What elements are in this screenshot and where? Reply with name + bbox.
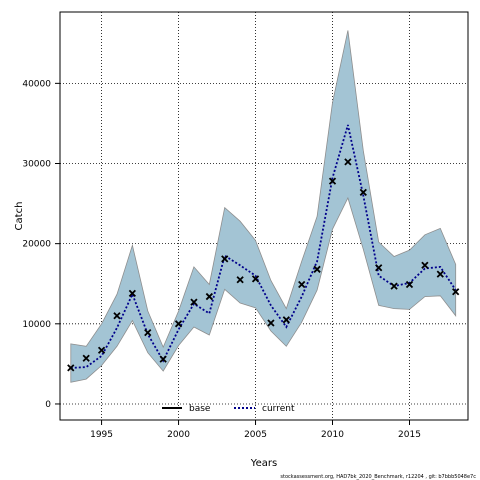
x-tick-label: 2005 <box>244 430 267 440</box>
x-axis-title: Years <box>250 458 277 469</box>
base-point <box>144 328 152 337</box>
base-point <box>452 288 460 296</box>
base-point <box>267 319 275 327</box>
legend-current-label: current <box>262 404 295 414</box>
y-tick-label: 30000 <box>22 159 51 169</box>
base-point <box>113 312 121 320</box>
base-point <box>174 320 183 328</box>
base-point <box>221 255 229 263</box>
legend-base-label: base <box>189 404 211 414</box>
y-tick-label: 10000 <box>22 320 51 330</box>
base-point <box>67 364 75 372</box>
base-point <box>436 270 444 278</box>
base-point <box>313 265 321 273</box>
base-series-markers <box>67 158 460 372</box>
base-point <box>390 282 398 290</box>
confidence-band <box>70 30 457 383</box>
y-tick-label: 0 <box>45 400 51 410</box>
base-point <box>298 280 306 289</box>
current-series-line <box>70 124 457 369</box>
base-point <box>97 346 106 354</box>
y-tick-label: 20000 <box>22 240 51 250</box>
base-point <box>251 275 260 283</box>
y-axis-ticks: 0 10000 20000 30000 40000 <box>22 79 60 410</box>
base-point <box>82 354 90 362</box>
base-point <box>359 188 367 196</box>
x-axis-ticks: 1995 2000 2005 2010 2015 <box>90 420 421 440</box>
y-tick-label: 40000 <box>22 79 51 89</box>
base-point <box>405 280 414 289</box>
base-point <box>344 158 352 166</box>
base-point <box>205 292 213 301</box>
base-point <box>190 298 198 306</box>
footer-credit: stockassessment.org, HAD7bk_2020_Benchma… <box>280 474 476 480</box>
base-point <box>421 261 429 269</box>
base-point <box>375 264 383 272</box>
base-point <box>328 177 337 185</box>
x-tick-label: 2000 <box>167 430 190 440</box>
base-point <box>236 276 244 284</box>
x-tick-label: 1995 <box>90 430 113 440</box>
plot-frame <box>59 11 469 421</box>
x-tick-label: 2010 <box>321 430 344 440</box>
base-point <box>282 316 290 324</box>
x-tick-label: 2015 <box>398 430 421 440</box>
base-point <box>128 289 136 297</box>
base-point <box>159 355 167 363</box>
legend: base current <box>162 404 295 414</box>
y-axis-title: Catch <box>14 202 25 231</box>
plot-background <box>60 12 468 420</box>
